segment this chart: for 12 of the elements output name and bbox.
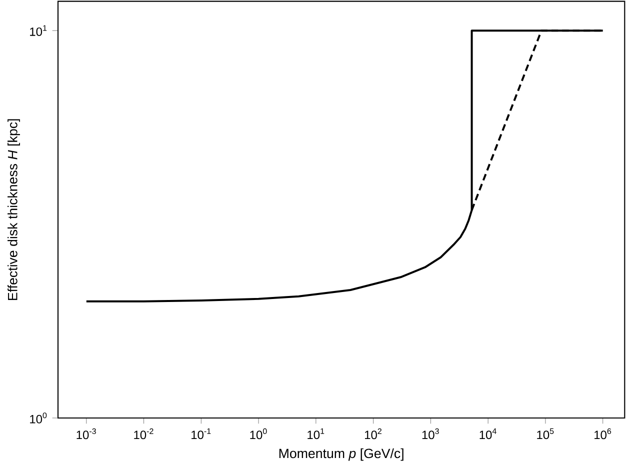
x-tick-label: 10$^{1}$ — [308, 428, 324, 440]
x-tick-label: 10$^{5}$ — [537, 428, 554, 440]
x-tick-label: 10$^{-2}$ — [134, 428, 154, 440]
x-tick-label: 10$^{0}$ — [250, 428, 267, 440]
x-tick-label: 10$^{6}$ — [594, 428, 612, 440]
x-tick-label: 10$^{3}$ — [422, 428, 439, 440]
x-tick-label: 10$^{-3}$ — [76, 428, 96, 440]
x-axis-title: Momentum p [GeV/c] — [279, 448, 404, 461]
x-tick-label: 10$^{-1}$ — [192, 428, 211, 440]
y-axis-title: Effective disk thickness H [kpc] — [8, 119, 20, 300]
x-tick-label: 10$^{2}$ — [364, 428, 382, 440]
x-tick-label: 10$^{4}$ — [480, 428, 496, 440]
